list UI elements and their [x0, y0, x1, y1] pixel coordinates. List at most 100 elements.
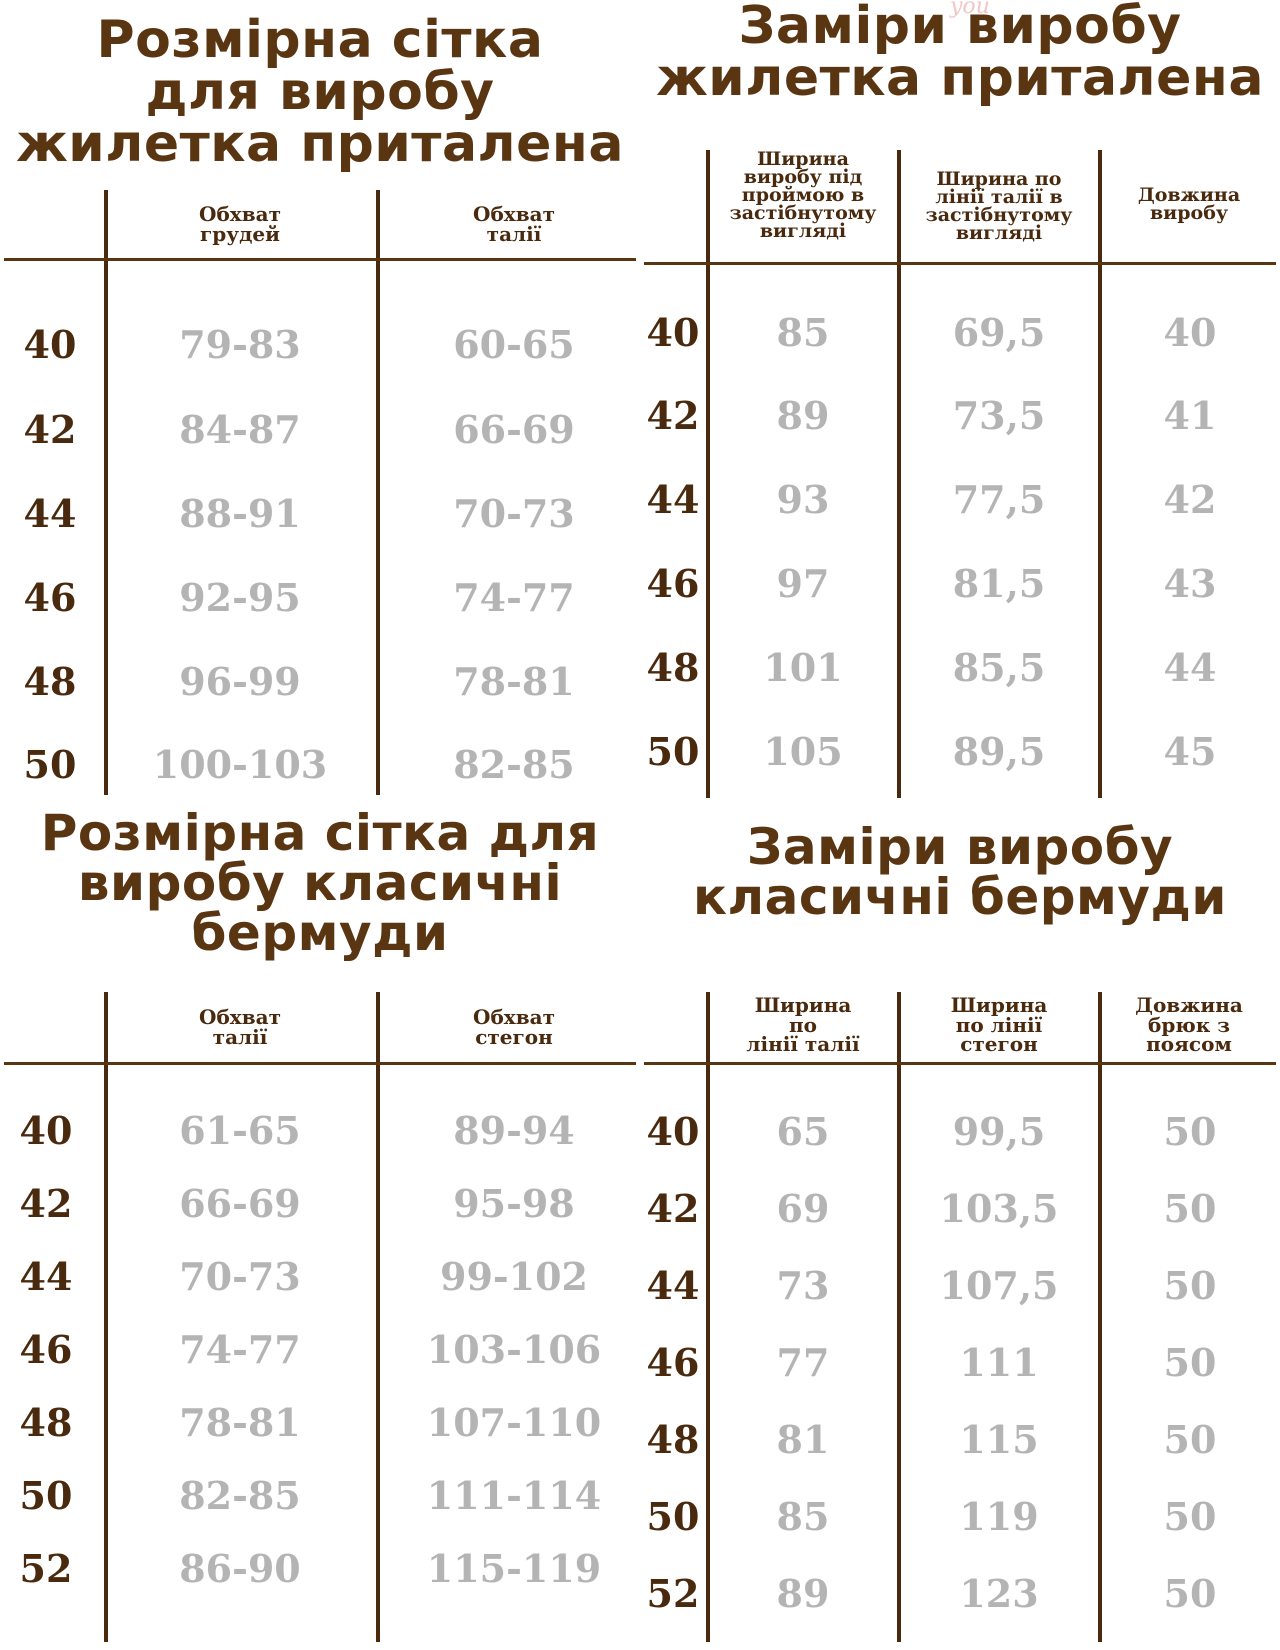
cell-armhole-width: 85 [776, 310, 830, 355]
size-label: 40 [646, 310, 700, 355]
cell-hips: 111-114 [426, 1473, 602, 1518]
header-line: застібнутому [925, 204, 1073, 227]
cell-waist: 82-85 [453, 742, 575, 787]
cell-waist-width: 85,5 [952, 645, 1046, 690]
cell-hip-width: 99,5 [952, 1109, 1046, 1154]
cell-waist: 66-69 [179, 1181, 301, 1226]
cell-trouser-length: 50 [1163, 1186, 1217, 1231]
size-label: 42 [19, 1181, 73, 1226]
size-label: 42 [646, 1186, 700, 1231]
header-rule [4, 258, 636, 261]
column-header-chest: Обхват грудей [140, 204, 340, 244]
cell-waist: 82-85 [179, 1473, 301, 1518]
cell-chest: 88-91 [179, 491, 301, 536]
cell-trouser-length: 50 [1163, 1494, 1217, 1539]
cell-chest: 96-99 [179, 659, 301, 704]
column-divider [1098, 992, 1102, 1642]
cell-hips: 95-98 [453, 1181, 575, 1226]
header-line: вигляді [759, 220, 847, 243]
watermark-text: you [950, 0, 990, 19]
cell-trouser-length: 50 [1163, 1340, 1217, 1385]
size-label: 44 [646, 477, 700, 522]
size-label: 46 [646, 561, 700, 606]
size-label: 44 [646, 1263, 700, 1308]
cell-hips: 103-106 [426, 1327, 602, 1372]
cell-waist-width: 85 [776, 1494, 830, 1539]
header-line: Довжина [1137, 184, 1241, 206]
size-label: 50 [646, 1494, 700, 1539]
cell-waist-width: 65 [776, 1109, 830, 1154]
cell-length: 45 [1163, 729, 1217, 774]
cell-waist-width: 89,5 [952, 729, 1046, 774]
size-label: 52 [19, 1546, 73, 1591]
cell-waist-width: 73,5 [952, 393, 1046, 438]
cell-hip-width: 107,5 [939, 1263, 1059, 1308]
size-label: 46 [23, 575, 77, 620]
cell-armhole-width: 93 [776, 477, 830, 522]
column-header-waist-width: Ширина по лінії талії [710, 993, 896, 1057]
cell-hip-width: 123 [959, 1571, 1039, 1616]
cell-waist-width: 81,5 [952, 561, 1046, 606]
header-line: лінії талії [746, 1032, 860, 1057]
header-rule [644, 1062, 1276, 1065]
size-label: 48 [646, 645, 700, 690]
cell-trouser-length: 50 [1163, 1571, 1217, 1616]
column-header-hips: Обхват стегон [414, 1007, 614, 1049]
cell-length: 44 [1163, 645, 1217, 690]
cell-hips: 89-94 [453, 1108, 575, 1153]
title-line: класичні бермуди [693, 868, 1227, 926]
cell-hip-width: 119 [959, 1494, 1039, 1539]
header-line: виробу [1149, 202, 1229, 225]
cell-length: 41 [1163, 393, 1217, 438]
column-divider [706, 150, 710, 798]
cell-hips: 115-119 [426, 1546, 602, 1591]
cell-waist: 74-77 [179, 1327, 301, 1372]
column-divider [1098, 150, 1102, 798]
cell-armhole-width: 89 [776, 393, 830, 438]
title-line: для виробу [145, 62, 495, 122]
cell-waist-width: 89 [776, 1571, 830, 1616]
column-header-waist: Обхват талії [414, 204, 614, 244]
cell-trouser-length: 50 [1163, 1417, 1217, 1462]
vest-measure-title: Заміри виробу жилетка приталена [640, 0, 1280, 104]
header-rule [4, 1062, 636, 1065]
header-line: по лінії [955, 1012, 1043, 1037]
column-divider [376, 992, 380, 1642]
cell-armhole-width: 101 [763, 645, 843, 690]
header-line: поясом [1146, 1032, 1232, 1057]
header-line: стегон [475, 1024, 553, 1049]
size-label: 40 [19, 1108, 73, 1153]
title-line: Заміри виробу [738, 0, 1182, 56]
cell-waist: 78-81 [453, 659, 575, 704]
size-label: 48 [646, 1417, 700, 1462]
cell-hip-width: 103,5 [939, 1186, 1059, 1231]
header-line: лінії талії в [935, 186, 1063, 209]
header-line: Ширина [754, 993, 852, 1017]
cell-trouser-length: 50 [1163, 1263, 1217, 1308]
header-line: Ширина [950, 993, 1048, 1017]
cell-chest: 100-103 [152, 742, 328, 787]
cell-hips: 99-102 [440, 1254, 588, 1299]
size-label: 44 [23, 491, 77, 536]
size-label: 46 [646, 1340, 700, 1385]
header-line: проймою в [741, 184, 865, 207]
size-label: 42 [23, 407, 77, 452]
size-label: 42 [646, 393, 700, 438]
header-rule [644, 262, 1276, 265]
cell-chest: 92-95 [179, 575, 301, 620]
title-line: бермуди [191, 904, 449, 962]
column-divider [706, 992, 710, 1642]
cell-waist: 78-81 [179, 1400, 301, 1445]
cell-waist: 70-73 [179, 1254, 301, 1299]
vest-measure-panel: Заміри виробу жилетка приталена Ширина в… [640, 0, 1280, 800]
header-line: талії [212, 1024, 268, 1049]
column-header-waist-width: Ширина по лінії талії в застібнутому виг… [902, 169, 1096, 242]
title-line: жилетка приталена [656, 48, 1264, 108]
size-label: 48 [19, 1400, 73, 1445]
cell-length: 43 [1163, 561, 1217, 606]
cell-armhole-width: 105 [763, 729, 843, 774]
cell-trouser-length: 50 [1163, 1109, 1217, 1154]
size-label: 50 [23, 742, 77, 787]
header-line: застібнутому [729, 202, 877, 225]
cell-waist-width: 77,5 [952, 477, 1046, 522]
